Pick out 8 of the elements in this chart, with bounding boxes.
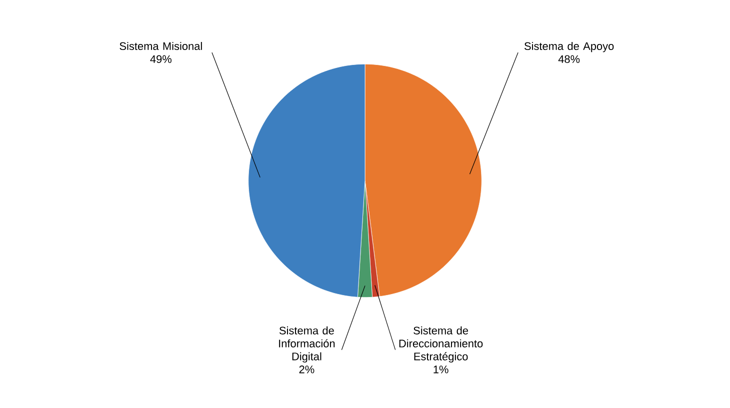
slice-label: Sistema de Información Digital xyxy=(279,326,335,362)
data-label: 2% xyxy=(299,366,314,374)
slice-label: Sistema Misional xyxy=(120,42,202,50)
data-label: 49% xyxy=(150,55,172,63)
slice-label: Sistema de Direccionamiento Estratégico xyxy=(399,326,483,362)
slice-label: Sistema de Apoyo xyxy=(524,42,614,52)
data-label: 48% xyxy=(558,55,580,63)
data-label: 1% xyxy=(434,366,448,374)
